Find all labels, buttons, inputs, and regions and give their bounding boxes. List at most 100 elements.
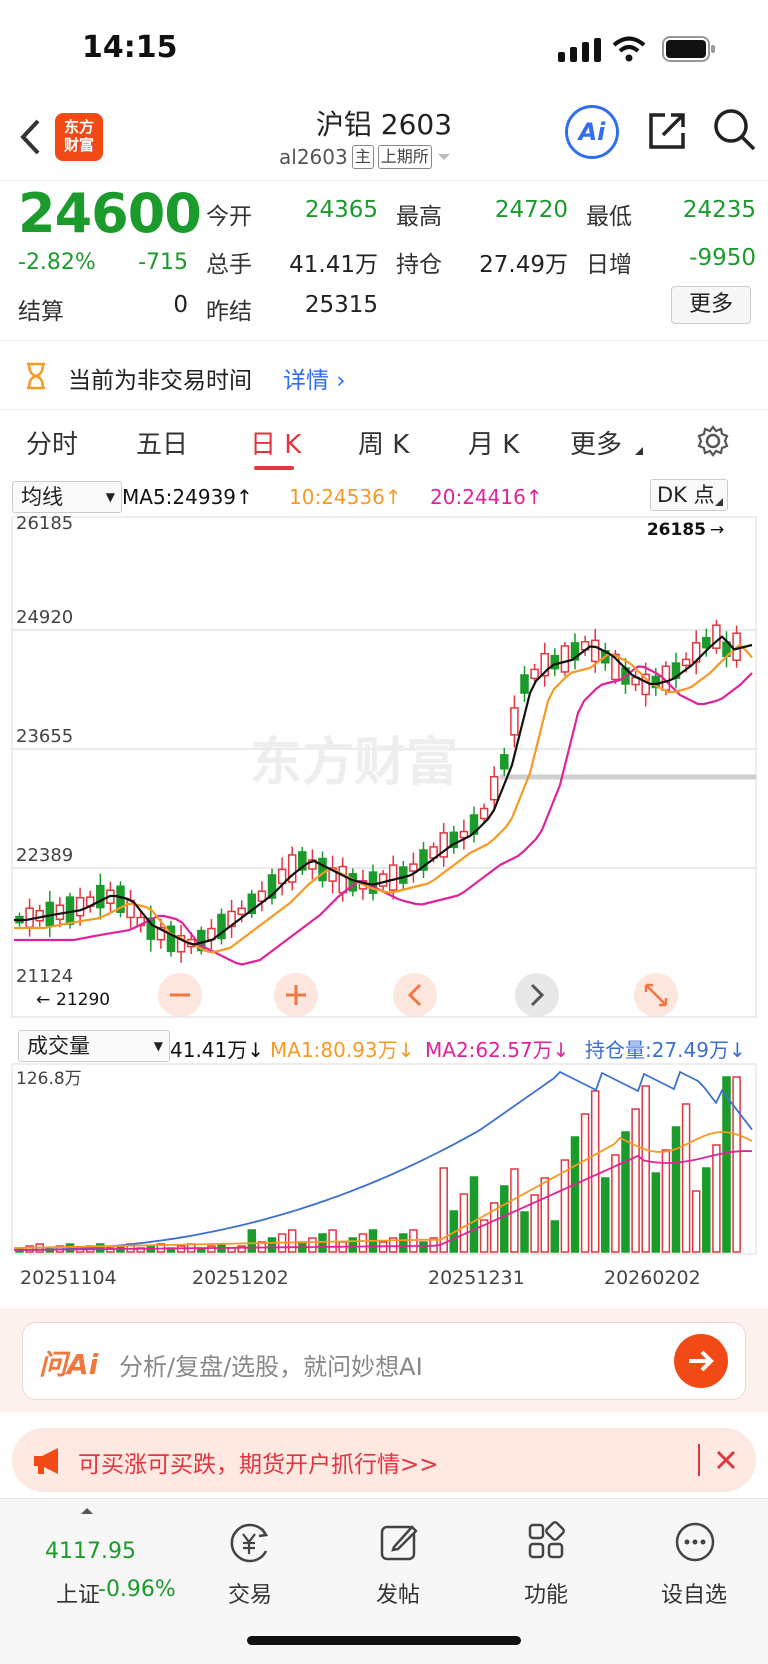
volume-now-legend: 41.41万↓ <box>170 1038 265 1062</box>
volume-bar <box>732 1076 741 1253</box>
ai-assistant-button[interactable]: Ai <box>565 105 619 159</box>
volume-bar <box>520 1211 529 1253</box>
volume-bar <box>489 1202 499 1253</box>
volume-x-label: 20251202 <box>192 1267 289 1289</box>
tab-intraday[interactable]: 分时 <box>26 430 79 460</box>
dk-caret-icon <box>715 498 723 506</box>
nav-add-watchlist-label: 设自选 <box>660 1583 727 1608</box>
ma10-legend-text: 10:24536 <box>289 485 385 509</box>
search-icon[interactable] <box>712 107 758 153</box>
volume-bar <box>318 1233 327 1253</box>
tab-monthly-k[interactable]: 月 K <box>468 430 520 460</box>
indicator-select[interactable]: 均线 ▼ <box>12 481 122 513</box>
watermark: 东方财富 <box>250 733 458 793</box>
contract-subline[interactable]: al2603 主 上期所 <box>279 145 452 169</box>
price-tick-label: 22389 <box>16 845 73 866</box>
tab-five-day[interactable]: 五日 <box>136 430 189 460</box>
volume-bar <box>560 1159 570 1253</box>
candle-body <box>388 864 398 891</box>
price-tick-label: 24920 <box>16 607 73 628</box>
min-price-marker: 21290 <box>56 990 110 1010</box>
candle-body <box>267 874 277 899</box>
more-caret-icon <box>635 447 643 455</box>
candle-body <box>287 854 297 883</box>
volume-bar <box>399 1233 408 1253</box>
close-icon[interactable] <box>714 1448 738 1472</box>
status-time: 14:15 <box>82 30 178 65</box>
tab-more[interactable]: 更多 <box>570 430 623 460</box>
candle-body <box>459 830 469 839</box>
chart-zoom-in-button[interactable] <box>274 973 318 1017</box>
nav-trade-label: 交易 <box>227 1583 272 1608</box>
volume-chart[interactable]: 126.8万 20251104 20251202 20251231 20260202 <box>0 1062 768 1302</box>
candle-body <box>35 909 44 922</box>
max-marker-arrow: → <box>710 520 724 540</box>
volume-select-caret-icon: ▼ <box>153 1039 163 1053</box>
candle-body <box>156 926 166 941</box>
volume-bar <box>590 1090 600 1253</box>
daily-increase-value: -9950 <box>689 245 756 271</box>
more-quote-button[interactable]: 更多 <box>671 286 751 324</box>
tab-weekly-k[interactable]: 周 K <box>358 430 410 460</box>
settings-gear-icon[interactable] <box>696 424 730 458</box>
apps-grid-icon <box>528 1521 565 1559</box>
battery-icon <box>662 36 715 62</box>
cellular-signal-icon <box>558 38 601 62</box>
promo-banner[interactable]: 可买涨可买跌，期货开户抓行情>> <box>12 1428 756 1492</box>
volume-ma2-line <box>13 1150 753 1251</box>
candle-body <box>166 925 176 952</box>
notice-details-link[interactable]: 详情 › <box>283 368 346 394</box>
notice-link-text: 详情 <box>283 368 329 394</box>
candle-body <box>318 857 327 882</box>
volume-bar <box>409 1229 418 1253</box>
share-icon[interactable] <box>645 109 689 153</box>
tab-daily-k[interactable]: 日 K <box>250 430 302 460</box>
volume-bar <box>691 1190 701 1253</box>
megaphone-icon <box>34 1448 58 1474</box>
candle-body <box>96 884 105 909</box>
volume-bar <box>419 1241 428 1253</box>
ai-query-placeholder: 分析/复盘/选股，就问妙想AI <box>119 1353 423 1381</box>
chart-scroll-right-button[interactable] <box>515 973 559 1017</box>
volume-indicator-select[interactable]: 成交量 ▼ <box>18 1030 170 1062</box>
back-arrow-icon[interactable] <box>18 117 44 157</box>
volume-bar <box>722 1076 731 1253</box>
index-change: -0.96% <box>98 1577 176 1602</box>
candle-body <box>449 831 459 849</box>
wifi-icon <box>612 36 646 62</box>
chart-minus-button[interactable] <box>158 973 202 1017</box>
change-percent: -2.82% <box>18 250 96 275</box>
volume-bar <box>621 1131 630 1253</box>
candle-body <box>368 871 378 894</box>
candle-body <box>146 917 156 940</box>
volume-bar <box>479 1219 489 1253</box>
price-tick-label: 21124 <box>16 966 73 987</box>
dropdown-caret-icon <box>437 154 450 160</box>
candle-body <box>378 873 388 887</box>
volume-bar <box>106 1247 115 1253</box>
ai-send-button[interactable] <box>673 1333 729 1389</box>
last-price: 24600 <box>18 182 202 245</box>
ai-query-input[interactable]: 问Ai 分析/复盘/选股，就问妙想AI <box>22 1322 746 1400</box>
candle-body <box>530 668 539 680</box>
volume-bar <box>358 1233 368 1253</box>
dk-point-button[interactable]: DK 点 <box>650 479 728 511</box>
volume-bar <box>702 1167 711 1253</box>
volume-bar <box>631 1108 640 1253</box>
volume-x-label: 20251104 <box>20 1267 117 1289</box>
ma5-legend: MA5:24939↑ <box>122 485 253 509</box>
period-tabs: 分时 五日 日 K 周 K 月 K 更多 <box>0 410 768 476</box>
chart-fullscreen-button[interactable] <box>634 973 678 1017</box>
candle-body <box>712 624 721 649</box>
contract-code: al2603 <box>279 145 348 169</box>
compose-icon <box>380 1525 418 1561</box>
app-header: 东方 财富 沪铝 2603 al2603 主 上期所 Ai <box>0 95 768 181</box>
volume-x-label: 20260202 <box>604 1267 701 1289</box>
kline-gridlines <box>12 629 756 869</box>
candle-body <box>540 652 549 677</box>
chart-scroll-left-button[interactable] <box>393 973 437 1017</box>
active-tab-indicator <box>254 466 294 470</box>
kline-price-ticks: 26185 24920 23655 22389 21124 <box>16 515 73 987</box>
volume-bar <box>651 1172 661 1253</box>
kline-chart[interactable]: 东方财富 26185 24920 23655 22389 21124 26185 → ←… <box>0 515 768 1020</box>
